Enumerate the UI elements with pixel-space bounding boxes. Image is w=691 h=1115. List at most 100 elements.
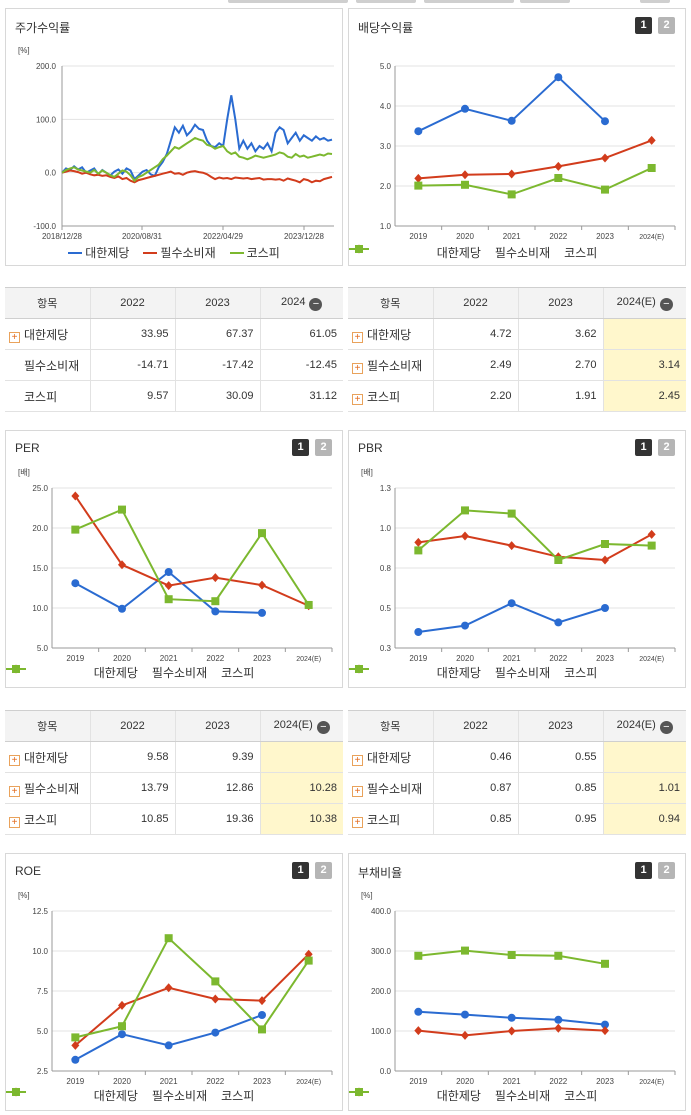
data-point — [71, 525, 80, 534]
y-tick-label: 1.3 — [380, 484, 392, 493]
page-1-button[interactable]: 1 — [292, 439, 309, 456]
data-point — [211, 994, 220, 1004]
expand-plus-icon[interactable]: + — [352, 362, 363, 374]
stock-return-panel: 주가수익률 [%] 200.0 100.0 0.0 -100.0 2018/12/28 20… — [5, 8, 343, 266]
data-point — [164, 568, 173, 576]
x-tick-label: 2024(E) — [296, 656, 321, 663]
legend-label: 대한제당 — [93, 666, 138, 680]
x-tick-label: 2019 — [66, 654, 84, 663]
data-point — [554, 618, 563, 627]
data-point — [507, 116, 516, 125]
legend-market[interactable]: 코스피 — [6, 1087, 254, 1104]
collapse-minus-icon[interactable]: − — [316, 720, 330, 734]
expand-plus-icon[interactable]: + — [9, 754, 20, 766]
legend-sector[interactable]: 필수소비재 — [143, 244, 216, 261]
table-row: + 대한제당 0.46 0.55 — [348, 741, 686, 773]
legend-sector[interactable]: 필수소비재 — [349, 244, 550, 261]
legend-label: 대한제당 — [93, 1089, 138, 1103]
top-tab-strip — [0, 0, 691, 4]
page-1-button[interactable]: 1 — [635, 17, 652, 34]
column-header: 2023 — [174, 710, 260, 742]
legend-sector[interactable]: 필수소비재 — [349, 1087, 550, 1104]
expand-plus-icon[interactable]: + — [352, 331, 363, 343]
data-point — [554, 556, 563, 564]
pbr-chart: [배] 1.3 1.0 0.8 0.5 0.3 2019 2020 2021 2022 2023 20… — [361, 468, 676, 663]
legend-company[interactable]: 대한제당 — [349, 244, 481, 261]
row-label-cell: + 대한제당 — [5, 318, 90, 350]
expand-plus-icon[interactable]: + — [352, 393, 363, 405]
legend-sector[interactable]: 필수소비재 — [349, 664, 550, 681]
legend-market[interactable]: 코스피 — [6, 664, 254, 681]
y-tick-label: 5.0 — [37, 1027, 49, 1036]
y-tick-label: 3.0 — [380, 142, 392, 151]
x-tick-label: 2024(E) — [296, 1079, 321, 1086]
collapse-minus-icon[interactable]: − — [659, 297, 673, 311]
x-tick-label: 2020 — [456, 232, 474, 241]
page-2-button[interactable]: 2 — [315, 439, 332, 456]
x-tick-label: 2018/12/28 — [42, 232, 83, 241]
series-line — [74, 508, 310, 606]
column-header-label: 2023 — [205, 720, 230, 732]
row-label: 대한제당 — [367, 750, 412, 765]
table-cell — [602, 318, 686, 350]
data-point — [554, 951, 563, 960]
page-1-button[interactable]: 1 — [635, 862, 652, 879]
page-2-button[interactable]: 2 — [658, 439, 675, 456]
column-header-label: 2022 — [463, 720, 488, 732]
data-point — [304, 949, 313, 959]
chart-legend: 대한제당 필수소비재 코스피 — [6, 664, 342, 681]
expand-plus-icon[interactable]: + — [352, 785, 363, 797]
legend-company[interactable]: 대한제당 — [6, 1087, 138, 1104]
data-point — [258, 1011, 266, 1019]
data-point — [461, 104, 469, 113]
legend-marker-icon — [6, 1088, 26, 1096]
x-tick-label: 2021 — [160, 654, 178, 663]
x-tick-label: 2022 — [549, 654, 567, 663]
collapse-minus-icon[interactable]: − — [659, 720, 673, 734]
expand-plus-icon[interactable]: + — [9, 785, 20, 797]
data-point — [71, 579, 80, 588]
expand-plus-icon[interactable]: + — [352, 816, 363, 828]
collapse-minus-icon[interactable]: − — [309, 297, 323, 311]
x-tick-label: 2024(E) — [639, 656, 664, 663]
data-point — [71, 491, 80, 501]
expand-plus-icon[interactable]: + — [9, 816, 20, 828]
legend-market[interactable]: 코스피 — [349, 244, 597, 261]
line-icon — [229, 251, 244, 254]
legend-sector[interactable]: 필수소비재 — [6, 1087, 208, 1104]
row-label: 대한제당 — [24, 750, 69, 765]
legend-company[interactable]: 대한제당 — [349, 1087, 481, 1104]
data-point — [304, 600, 313, 609]
y-tick-label: 5.0 — [380, 62, 392, 71]
page-1-button[interactable]: 1 — [635, 439, 652, 456]
page-1-button[interactable]: 1 — [292, 862, 309, 879]
page-2-button[interactable]: 2 — [315, 862, 332, 879]
panel-title: PER — [15, 441, 40, 455]
data-point — [164, 1041, 173, 1050]
column-header-label: 2023 — [205, 297, 230, 309]
row-label: 코스피 — [24, 812, 58, 827]
y-tick-label: 10.0 — [32, 947, 48, 956]
table-cell: 2.70 — [517, 349, 603, 381]
legend-market[interactable]: 코스피 — [349, 1087, 597, 1104]
x-tick-label: 2022/04/29 — [203, 232, 244, 241]
expand-plus-icon[interactable]: + — [9, 331, 20, 343]
table-cell: 3.14 — [602, 349, 686, 381]
chart-legend: 대한제당 필수소비재 코스피 — [349, 664, 685, 681]
legend-label: 대한제당 — [436, 246, 481, 260]
legend-company[interactable]: 대한제당 — [6, 664, 138, 681]
table-cell — [602, 741, 686, 773]
legend-market[interactable]: 코스피 — [229, 244, 280, 261]
row-label-cell: 필수소비재 — [5, 349, 90, 381]
table-row: + 대한제당 4.72 3.62 — [348, 318, 686, 350]
page-2-button[interactable]: 2 — [658, 862, 675, 879]
legend-label: 필수소비재 — [151, 1089, 208, 1103]
legend-sector[interactable]: 필수소비재 — [6, 664, 207, 681]
legend-market[interactable]: 코스피 — [349, 664, 597, 681]
y-tick-label: 0.5 — [380, 604, 392, 613]
legend-company[interactable]: 대한제당 — [349, 664, 481, 681]
legend-company[interactable]: 대한제당 — [68, 244, 129, 261]
expand-plus-icon[interactable]: + — [352, 754, 363, 766]
page-2-button[interactable]: 2 — [658, 17, 675, 34]
